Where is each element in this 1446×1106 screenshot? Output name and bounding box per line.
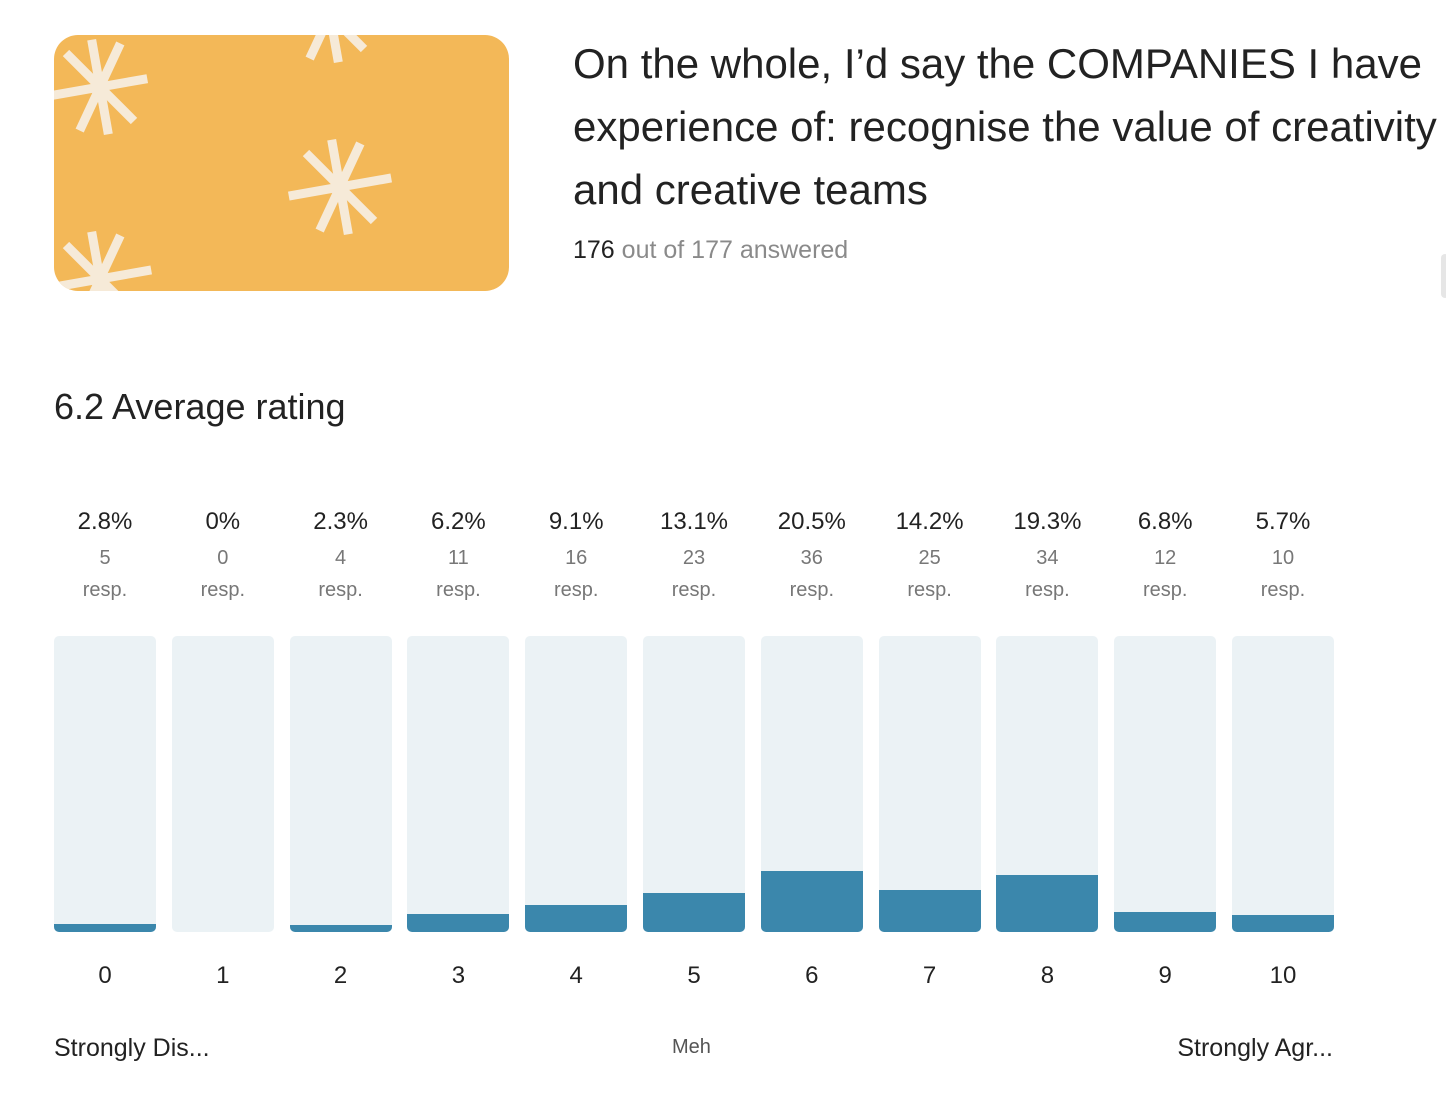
- bar-track: [760, 636, 863, 932]
- bar-column-8: 19.3% 34 resp. 8: [996, 500, 1099, 989]
- response-count: 23 resp.: [671, 547, 717, 601]
- bar-column-0: 2.8% 5 resp. 0: [54, 500, 156, 989]
- bar: [1232, 915, 1334, 932]
- percent-label: 0%: [205, 508, 241, 535]
- bar: [525, 905, 628, 932]
- response-count: 10 resp.: [1260, 547, 1306, 601]
- bar-track: [1232, 636, 1334, 932]
- bar-column-9: 6.8% 12 resp. 9: [1114, 500, 1217, 989]
- percent-label: 2.8%: [77, 508, 133, 535]
- bar-track: [1114, 636, 1217, 932]
- scrollbar-thumb[interactable]: [1441, 254, 1446, 298]
- bar: [407, 913, 510, 932]
- response-count: 5 resp.: [82, 547, 128, 601]
- answered-summary: 176 out of 177 answered: [573, 236, 848, 265]
- x-tick-label: 10: [1269, 962, 1297, 989]
- answered-total: out of 177 answered: [614, 236, 849, 264]
- response-count: 34 resp.: [1025, 547, 1070, 601]
- bar: [289, 925, 392, 932]
- response-count: 12 resp.: [1142, 547, 1188, 601]
- sparkle-pattern-icon: [54, 35, 392, 291]
- response-count: 0 resp.: [200, 547, 246, 601]
- response-count: 4 resp.: [318, 547, 363, 601]
- percent-label: 5.7%: [1255, 508, 1311, 535]
- x-tick-label: 8: [1040, 962, 1055, 989]
- average-rating: 6.2 Average rating: [54, 386, 346, 427]
- x-tick-label: 0: [98, 962, 112, 989]
- answered-count: 176: [573, 236, 615, 264]
- bar-track: [407, 636, 510, 932]
- bar-track: [171, 636, 274, 932]
- bar-column-5: 13.1% 23 resp. 5: [643, 500, 745, 989]
- bar-column-10: 5.7% 10 resp. 10: [1232, 500, 1334, 989]
- bar-track: [878, 636, 981, 932]
- response-count: 11 resp.: [436, 547, 481, 601]
- bar-track: [289, 636, 392, 932]
- bar: [1114, 911, 1217, 932]
- x-tick-label: 9: [1158, 962, 1172, 989]
- question-banner-image: [54, 35, 509, 291]
- bar-column-1: 0% 0 resp. 1: [171, 500, 274, 989]
- anchor-label-right: Strongly Agr...: [1177, 1034, 1333, 1062]
- percent-label: 9.1%: [548, 508, 604, 535]
- bar-track: [54, 636, 156, 932]
- x-tick-label: 7: [922, 962, 937, 989]
- question-title-text: On the whole, I’d say the COMPANIES I ha…: [573, 40, 1437, 213]
- percent-label: 20.5%: [777, 508, 846, 535]
- percent-label: 19.3%: [1013, 508, 1082, 535]
- percent-label: 14.2%: [895, 508, 964, 535]
- x-tick-label: 2: [333, 962, 348, 989]
- x-tick-label: 5: [687, 962, 701, 989]
- x-tick-label: 6: [805, 962, 819, 989]
- bar: [996, 874, 1099, 932]
- percent-label: 6.8%: [1137, 508, 1193, 535]
- bar-track: [525, 636, 628, 932]
- x-tick-label: 4: [569, 962, 583, 989]
- percent-label: 2.3%: [313, 508, 368, 535]
- anchor-label-middle: Meh: [672, 1036, 711, 1058]
- bar: [643, 893, 745, 932]
- bar-column-7: 14.2% 25 resp. 7: [878, 500, 981, 989]
- x-tick-label: 3: [451, 962, 466, 989]
- question-title: On the whole, I’d say the COMPANIES I ha…: [573, 32, 1446, 221]
- percent-label: 13.1%: [659, 508, 729, 535]
- bar-column-4: 9.1% 16 resp. 4: [525, 500, 628, 989]
- bar-column-2: 2.3% 4 resp. 2: [289, 500, 392, 989]
- x-tick-label: 1: [216, 962, 230, 989]
- bar-column-3: 6.2% 11 resp. 3: [407, 500, 510, 989]
- percent-label: 6.2%: [431, 508, 486, 535]
- response-count: 16 resp.: [553, 547, 599, 601]
- bar: [878, 889, 981, 932]
- bar-column-6: 20.5% 36 resp. 6: [760, 500, 863, 989]
- response-count: 25 resp.: [907, 547, 952, 601]
- anchor-label-left: Strongly Dis...: [54, 1034, 210, 1062]
- response-count: 36 resp.: [789, 547, 835, 601]
- bar: [54, 923, 156, 932]
- bar-track: [643, 636, 745, 932]
- bar: [760, 871, 863, 932]
- bar-track: [996, 636, 1099, 932]
